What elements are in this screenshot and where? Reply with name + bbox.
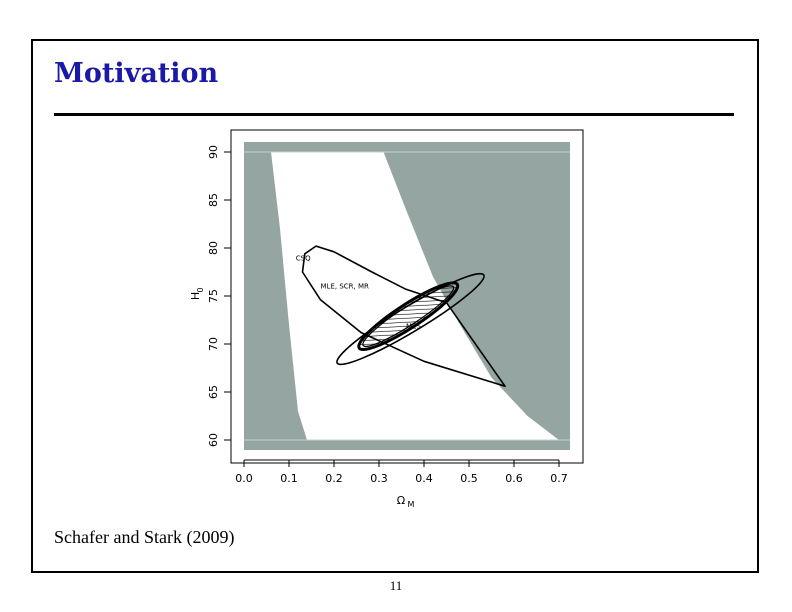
y-tick-label: 80 (207, 241, 220, 255)
plot-content (244, 142, 570, 450)
annotation-label: MES (406, 323, 421, 331)
inner-contour (362, 285, 455, 348)
x-axis-label-subscript: M (408, 500, 415, 509)
x-tick-label: 0.5 (460, 472, 478, 485)
csq-confidence-set (301, 245, 506, 388)
slide-frame (31, 39, 759, 573)
x-tick-label: 0.1 (280, 472, 298, 485)
y-axis-label-subscript: 0 (196, 287, 205, 292)
slide-title: Motivation (54, 58, 219, 89)
y-tick-label: 75 (207, 289, 220, 303)
y-tick-label: 65 (207, 385, 220, 399)
y-tick-label: 70 (207, 337, 220, 351)
x-tick-label: 0.2 (325, 472, 343, 485)
y-tick-label: 85 (207, 193, 220, 207)
annotation-label: CSQ (296, 254, 311, 262)
figure-caption: Schafer and Stark (2009) (54, 527, 235, 547)
x-axis-label: Ω (397, 494, 405, 507)
annotation-layer: CSQ MLE, SCR, MR MES (296, 254, 422, 330)
x-tick-label: 0.7 (550, 472, 568, 485)
annotation-label: MLE, SCR, MR (321, 282, 369, 290)
page-number: 11 (389, 578, 403, 593)
y-axis-label: H (189, 292, 202, 300)
x-tick-label: 0.6 (505, 472, 523, 485)
x-tick-label: 0.4 (415, 472, 433, 485)
y-tick-label: 60 (207, 433, 220, 447)
title-rule (54, 113, 734, 116)
x-tick-label: 0.3 (370, 472, 388, 485)
mes-confidence-set (357, 281, 460, 351)
x-tick-label: 0.0 (235, 472, 253, 485)
allowed-region (271, 152, 559, 440)
y-tick-label: 90 (207, 145, 220, 159)
